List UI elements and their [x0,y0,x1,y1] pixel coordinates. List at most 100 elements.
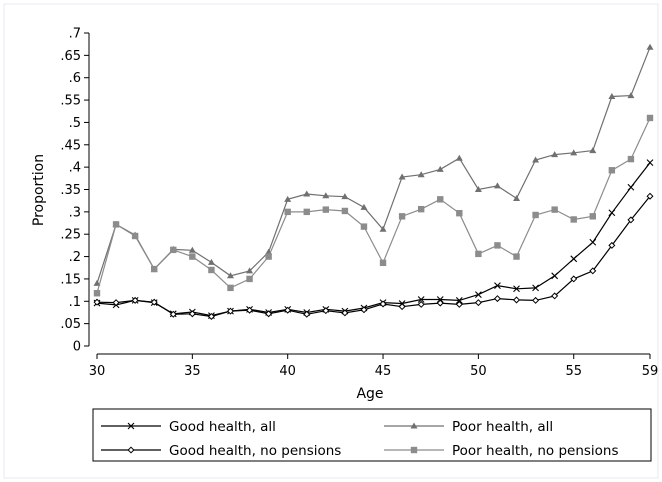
data-point [227,284,234,292]
marker-stroke [627,183,635,191]
legend-item: Good health, no pensions [101,443,341,459]
x-tick-label: 55 [565,364,582,379]
data-point [551,151,559,158]
data-point [127,446,135,454]
data-point [303,208,310,216]
data-point [379,225,387,232]
series-2 [93,43,654,286]
series-4 [93,114,654,297]
data-point [589,238,597,246]
y-tick-label: .2 [69,250,81,265]
x-tick-label: 45 [375,364,392,379]
data-point [570,275,578,283]
data-point [265,253,272,260]
data-point [207,258,215,265]
data-point [627,155,635,163]
data-point [513,253,520,260]
data-point [532,156,540,163]
series-layer [93,43,654,320]
x-tick-label: 50 [470,364,487,379]
legend-label: Good health, all [169,419,276,435]
data-point [608,241,616,249]
data-point [570,149,578,156]
data-point [436,296,444,303]
data-point [398,303,406,311]
y-tick-label: .55 [60,94,81,109]
marker-stroke [589,238,597,246]
data-point [398,173,406,180]
data-point [436,299,444,307]
data-point [341,193,349,200]
legend-label: Poor health, no pensions [452,443,619,459]
x-tick-label: 59 [642,364,659,379]
data-point [437,196,444,203]
data-point [627,92,635,99]
data-point [188,246,196,253]
x-axis: 30 35 40 45 50 55 59 [89,353,659,379]
data-point [379,300,387,308]
marker-stroke [417,296,425,303]
y-tick-label: 0 [73,340,81,355]
data-point [246,275,253,283]
y-tick-label: .15 [60,272,81,287]
legend: Good health, all Poor health, all Good hea… [101,419,619,459]
data-point [322,192,330,199]
data-point [265,310,273,318]
data-point [646,159,654,167]
data-point [532,284,539,292]
y-tick-label: .05 [60,317,81,332]
data-point [189,253,196,260]
legend-label: Poor health, all [452,419,553,435]
data-point [608,92,616,99]
data-point [341,207,349,215]
data-point [151,265,158,273]
data-point [127,422,135,430]
marker-stroke [608,209,616,217]
data-point [417,171,425,178]
data-point [410,446,418,454]
data-point [303,310,311,318]
data-point [551,272,559,280]
data-point [284,195,292,202]
data-point [150,298,158,306]
data-point [410,422,418,429]
data-point [169,310,177,318]
data-point [170,246,177,254]
y-tick-label: .35 [60,183,81,198]
data-point [417,205,425,213]
data-point [570,255,578,263]
data-point [513,285,520,293]
data-point [226,307,234,315]
marker-stroke [532,284,539,292]
chart-panel [3,3,659,479]
data-point [494,282,501,290]
data-point [322,206,330,213]
data-point [131,296,139,304]
data-point [226,272,234,279]
data-point [551,292,559,300]
data-point [474,299,482,307]
x-axis-label: Age [356,386,383,402]
data-point [341,309,349,317]
data-point [608,167,616,174]
legend-item: Good health, all [101,419,276,435]
data-point [455,154,463,161]
data-point [532,211,539,219]
data-point [246,306,254,314]
data-point [112,221,120,228]
data-point [646,192,654,200]
legend-label: Good health, no pensions [169,443,341,459]
data-point [360,203,368,210]
data-point [589,147,597,154]
data-point [131,232,139,240]
data-point [627,216,635,224]
series-line [96,117,651,294]
data-point [494,242,501,249]
y-tick-label: .1 [69,295,81,310]
data-point [455,297,463,304]
data-point [93,279,101,286]
legend-item: Poor health, no pensions [384,443,619,459]
y-axis-label: Proportion [31,154,47,226]
data-point [360,306,368,314]
marker-stroke [551,272,559,280]
